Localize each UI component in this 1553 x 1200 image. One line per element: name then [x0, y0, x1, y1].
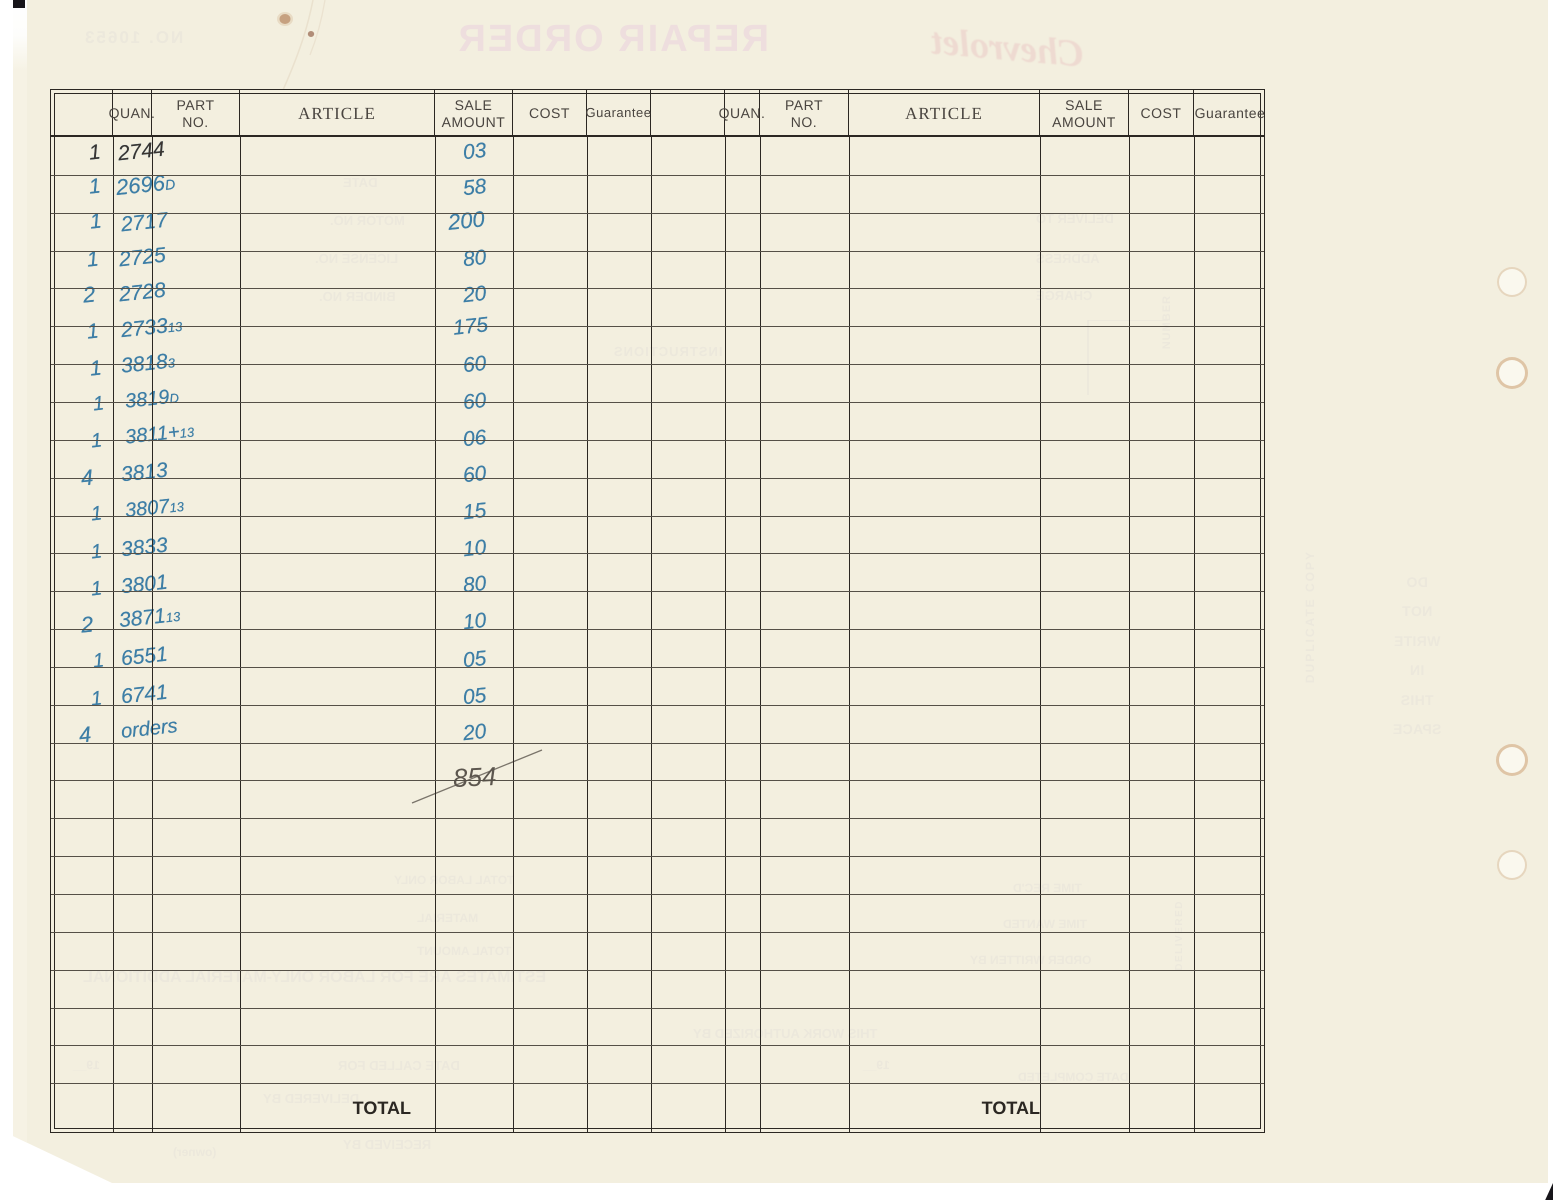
svg-text:Chevrolet: Chevrolet: [929, 20, 1086, 75]
